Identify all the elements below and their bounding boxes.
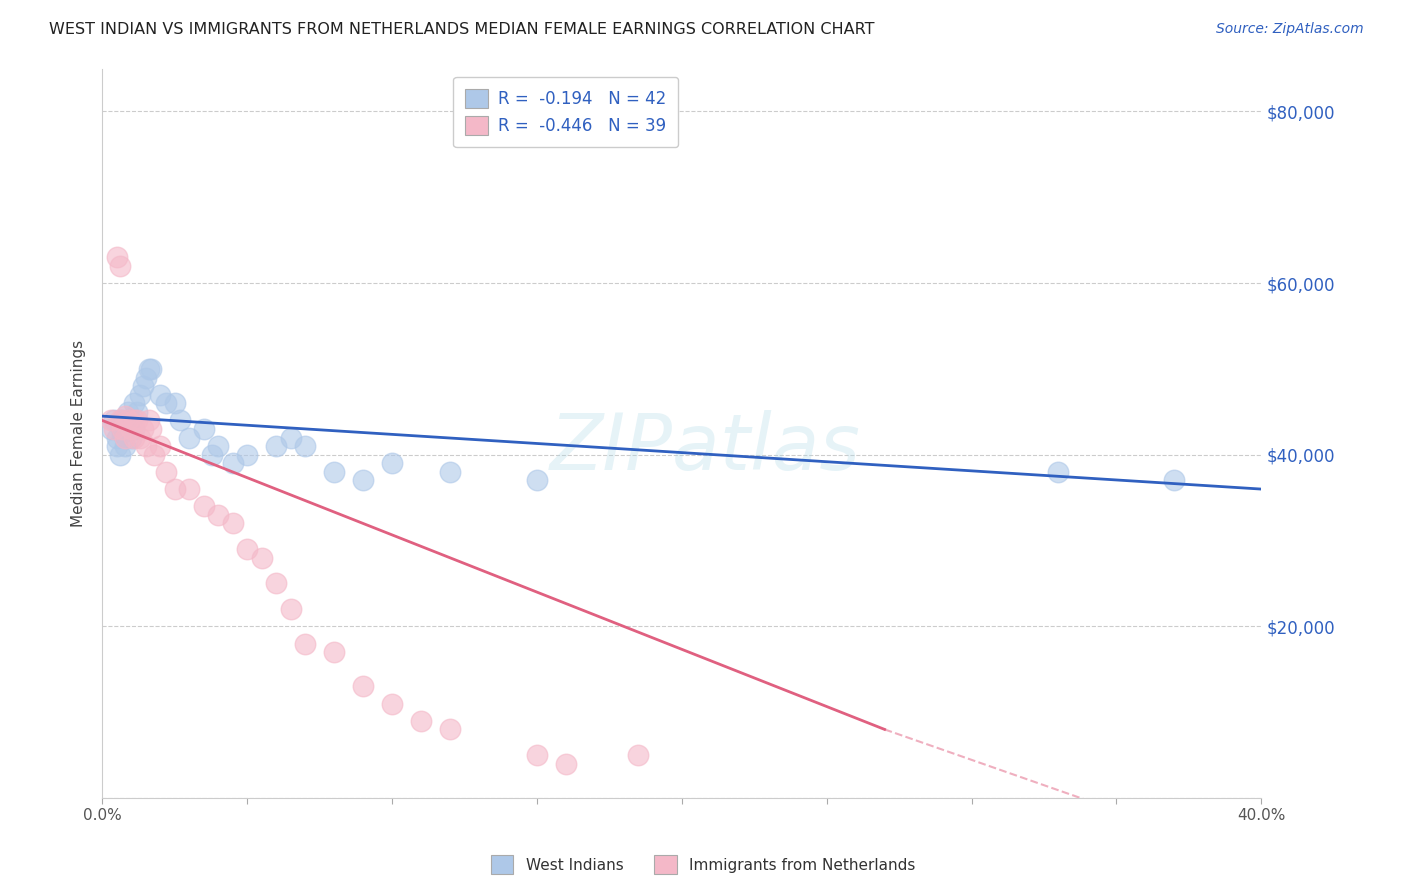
- Point: [439, 723, 461, 737]
- Point: [122, 396, 145, 410]
- Point: [439, 465, 461, 479]
- Point: [163, 396, 186, 410]
- Point: [250, 550, 273, 565]
- Point: [294, 439, 316, 453]
- Point: [128, 431, 150, 445]
- Point: [114, 409, 136, 424]
- Point: [526, 748, 548, 763]
- Point: [120, 413, 142, 427]
- Point: [143, 448, 166, 462]
- Point: [141, 422, 163, 436]
- Point: [108, 448, 131, 462]
- Point: [138, 362, 160, 376]
- Point: [122, 431, 145, 445]
- Point: [114, 431, 136, 445]
- Point: [1047, 465, 1070, 479]
- Point: [117, 413, 139, 427]
- Point: [132, 422, 155, 436]
- Point: [207, 508, 229, 522]
- Point: [122, 413, 145, 427]
- Point: [554, 756, 576, 771]
- Point: [138, 413, 160, 427]
- Point: [352, 474, 374, 488]
- Point: [103, 422, 125, 436]
- Point: [193, 422, 215, 436]
- Point: [155, 465, 177, 479]
- Point: [280, 431, 302, 445]
- Point: [100, 413, 122, 427]
- Y-axis label: Median Female Earnings: Median Female Earnings: [72, 340, 86, 527]
- Point: [169, 413, 191, 427]
- Point: [125, 405, 148, 419]
- Point: [179, 431, 201, 445]
- Point: [155, 396, 177, 410]
- Point: [120, 422, 142, 436]
- Point: [111, 413, 134, 427]
- Point: [236, 448, 259, 462]
- Point: [381, 697, 404, 711]
- Point: [135, 370, 157, 384]
- Point: [409, 714, 432, 728]
- Point: [108, 259, 131, 273]
- Point: [132, 379, 155, 393]
- Point: [236, 542, 259, 557]
- Legend: R =  -0.194   N = 42, R =  -0.446   N = 39: R = -0.194 N = 42, R = -0.446 N = 39: [453, 77, 678, 147]
- Point: [201, 448, 224, 462]
- Point: [141, 362, 163, 376]
- Point: [105, 251, 128, 265]
- Point: [120, 431, 142, 445]
- Point: [1163, 474, 1185, 488]
- Point: [125, 413, 148, 427]
- Point: [122, 422, 145, 436]
- Point: [111, 426, 134, 441]
- Point: [264, 439, 287, 453]
- Legend: West Indians, Immigrants from Netherlands: West Indians, Immigrants from Netherland…: [485, 849, 921, 880]
- Point: [526, 474, 548, 488]
- Point: [114, 422, 136, 436]
- Text: ZIPatlas: ZIPatlas: [550, 410, 860, 486]
- Point: [323, 645, 346, 659]
- Point: [149, 387, 172, 401]
- Point: [280, 602, 302, 616]
- Text: WEST INDIAN VS IMMIGRANTS FROM NETHERLANDS MEDIAN FEMALE EARNINGS CORRELATION CH: WEST INDIAN VS IMMIGRANTS FROM NETHERLAN…: [49, 22, 875, 37]
- Point: [381, 456, 404, 470]
- Point: [117, 422, 139, 436]
- Point: [163, 482, 186, 496]
- Point: [221, 516, 243, 531]
- Point: [100, 422, 122, 436]
- Point: [179, 482, 201, 496]
- Point: [207, 439, 229, 453]
- Point: [294, 636, 316, 650]
- Point: [149, 439, 172, 453]
- Point: [352, 680, 374, 694]
- Point: [108, 417, 131, 432]
- Point: [323, 465, 346, 479]
- Point: [103, 413, 125, 427]
- Point: [114, 439, 136, 453]
- Point: [193, 500, 215, 514]
- Point: [108, 413, 131, 427]
- Text: Source: ZipAtlas.com: Source: ZipAtlas.com: [1216, 22, 1364, 37]
- Point: [105, 431, 128, 445]
- Point: [627, 748, 650, 763]
- Point: [117, 405, 139, 419]
- Point: [105, 439, 128, 453]
- Point: [264, 576, 287, 591]
- Point: [128, 387, 150, 401]
- Point: [221, 456, 243, 470]
- Point: [111, 422, 134, 436]
- Point: [135, 439, 157, 453]
